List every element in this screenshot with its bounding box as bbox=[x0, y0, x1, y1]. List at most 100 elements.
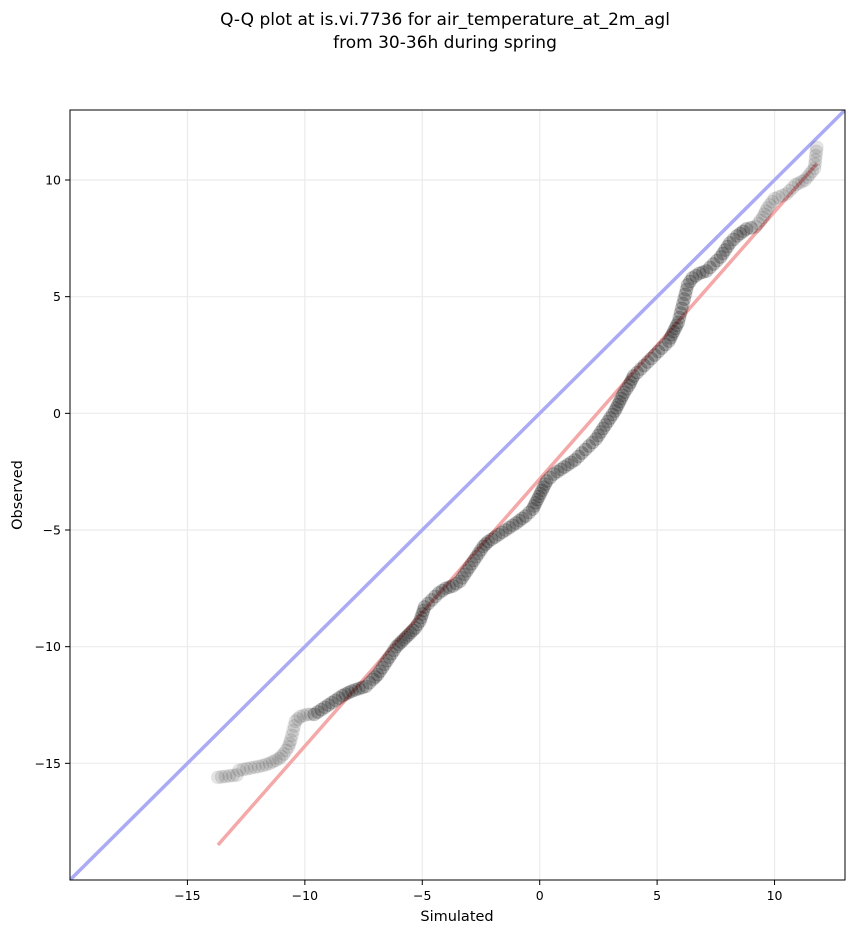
quantile-point-71 bbox=[640, 355, 655, 369]
quantile-point-86-1 bbox=[720, 239, 735, 254]
quantile-point-76-1 bbox=[672, 310, 687, 325]
quantile-point-41-1 bbox=[464, 556, 479, 571]
quantile-point-51 bbox=[525, 502, 540, 516]
quantile-point-56 bbox=[553, 462, 568, 477]
y-axis-ticks: 10 5 0 −5 −10 −15 bbox=[35, 173, 70, 771]
quantile-point-10-1 bbox=[287, 719, 302, 733]
chart-title-line-1: Q-Q plot at is.vi.7736 for air_temperatu… bbox=[220, 10, 670, 30]
y-tick-label-1: 5 bbox=[53, 289, 61, 304]
quantile-point-4 bbox=[255, 758, 270, 773]
quantile-point-31-1 bbox=[410, 617, 425, 632]
quantile-point-21-1 bbox=[362, 675, 377, 690]
quantile-point-8-1 bbox=[282, 736, 297, 751]
quantile-point-18 bbox=[335, 688, 350, 703]
quantile-point-89-1 bbox=[744, 220, 759, 235]
quantile-point-15 bbox=[314, 702, 329, 717]
grid-lines bbox=[70, 110, 845, 880]
quantile-point-93-2 bbox=[775, 188, 790, 203]
quantile-point-5-2 bbox=[268, 753, 283, 768]
quantile-point-81-1 bbox=[688, 268, 703, 283]
quantile-point-62 bbox=[593, 425, 608, 439]
quantile-point-5-1 bbox=[265, 754, 280, 769]
quantile-point-65-2 bbox=[610, 397, 625, 412]
quantile-point-60 bbox=[582, 439, 597, 453]
quantile-point-65-1 bbox=[609, 400, 624, 415]
quantile-point-96-3 bbox=[805, 164, 820, 179]
quantile-point-73 bbox=[654, 341, 669, 355]
quantile-point-88 bbox=[729, 229, 744, 243]
quantile-point-52-1 bbox=[531, 489, 546, 504]
quantile-point-79-1 bbox=[679, 282, 694, 297]
quantile-point-32 bbox=[412, 614, 427, 628]
quantile-point-43 bbox=[471, 546, 486, 561]
quantile-point-32-1 bbox=[414, 610, 429, 625]
x-axis-ticks: −15 −10 −5 0 5 10 bbox=[174, 880, 783, 903]
quantile-point-74 bbox=[661, 334, 676, 348]
quantile-point-85 bbox=[713, 250, 728, 264]
quantile-point-95-1 bbox=[791, 176, 806, 191]
quantile-point-58-1 bbox=[571, 449, 586, 464]
quantile-point-22-1 bbox=[368, 670, 383, 684]
quantile-point-98 bbox=[809, 140, 824, 155]
quantile-point-91 bbox=[755, 210, 770, 225]
quantile-point-6-1 bbox=[274, 749, 289, 764]
quantile-point-17 bbox=[328, 693, 343, 708]
quantile-point-24 bbox=[375, 660, 390, 675]
quantile-point-67 bbox=[617, 385, 632, 400]
quantile-point-74-2 bbox=[664, 327, 679, 342]
quantile-point-25 bbox=[380, 653, 395, 668]
quantile-point-45-1 bbox=[484, 532, 499, 547]
quantile-point-0 bbox=[210, 770, 225, 785]
quantile-point-47-1 bbox=[498, 523, 513, 537]
quantile-point-62-1 bbox=[596, 421, 611, 436]
quantile-point-81 bbox=[685, 271, 700, 285]
quantile-point-85-1 bbox=[715, 246, 730, 261]
quantile-point-43-1 bbox=[473, 542, 488, 557]
quantile-point-37-1 bbox=[442, 580, 457, 595]
quantile-point-96 bbox=[798, 173, 813, 187]
x-tick-label-4: 5 bbox=[653, 888, 661, 903]
x-tick-label-3: 0 bbox=[536, 888, 544, 903]
quantile-point-1 bbox=[229, 768, 244, 782]
quantile-point-23 bbox=[370, 667, 385, 682]
quantile-point-14 bbox=[307, 707, 322, 722]
quantile-point-2-1 bbox=[236, 762, 251, 777]
quantile-point-28-1 bbox=[396, 632, 411, 647]
quantile-point-3-1 bbox=[247, 760, 262, 775]
quantile-point-77 bbox=[673, 306, 688, 320]
quantile-point-68-2 bbox=[625, 372, 640, 387]
quantile-point-87 bbox=[722, 236, 737, 250]
quantile-point-20 bbox=[351, 681, 366, 696]
quantile-point-49-1 bbox=[512, 513, 527, 528]
regression-line bbox=[216, 162, 819, 847]
quantile-point-13-1 bbox=[303, 707, 318, 722]
quantile-point-40 bbox=[457, 567, 472, 582]
quantile-point-95 bbox=[788, 177, 803, 192]
x-axis-label: Simulated bbox=[420, 909, 493, 925]
quantile-point-2 bbox=[232, 763, 247, 778]
quantile-point-70-1 bbox=[637, 358, 652, 373]
quantile-point-8 bbox=[281, 740, 296, 754]
quantile-point-33-1 bbox=[416, 603, 431, 618]
quantile-point-92 bbox=[760, 201, 775, 215]
quantile-point-34-1 bbox=[421, 596, 436, 611]
quantile-point-0-2 bbox=[218, 769, 233, 784]
quantile-point-6 bbox=[272, 751, 287, 766]
quantile-point-30 bbox=[403, 625, 418, 640]
quantile-point-46-1 bbox=[491, 527, 506, 542]
x-tick-label-2: −5 bbox=[413, 888, 431, 903]
quantile-point-4-1 bbox=[259, 757, 274, 772]
quantile-point-75-1 bbox=[668, 321, 683, 336]
quantile-point-18-2 bbox=[341, 685, 356, 700]
quantile-point-0-4 bbox=[225, 768, 240, 783]
quantile-point-48 bbox=[502, 520, 517, 535]
quantile-point-15-1 bbox=[317, 700, 332, 715]
quantile-point-9-1 bbox=[284, 728, 299, 743]
quantile-point-76 bbox=[671, 315, 686, 330]
quantile-point-44 bbox=[476, 539, 491, 554]
quantile-point-27-1 bbox=[391, 637, 406, 652]
quantile-point-68-1 bbox=[623, 375, 638, 390]
quantile-point-23-1 bbox=[373, 664, 387, 679]
quantile-point-38-1 bbox=[449, 576, 464, 591]
quantile-point-84 bbox=[706, 257, 721, 271]
